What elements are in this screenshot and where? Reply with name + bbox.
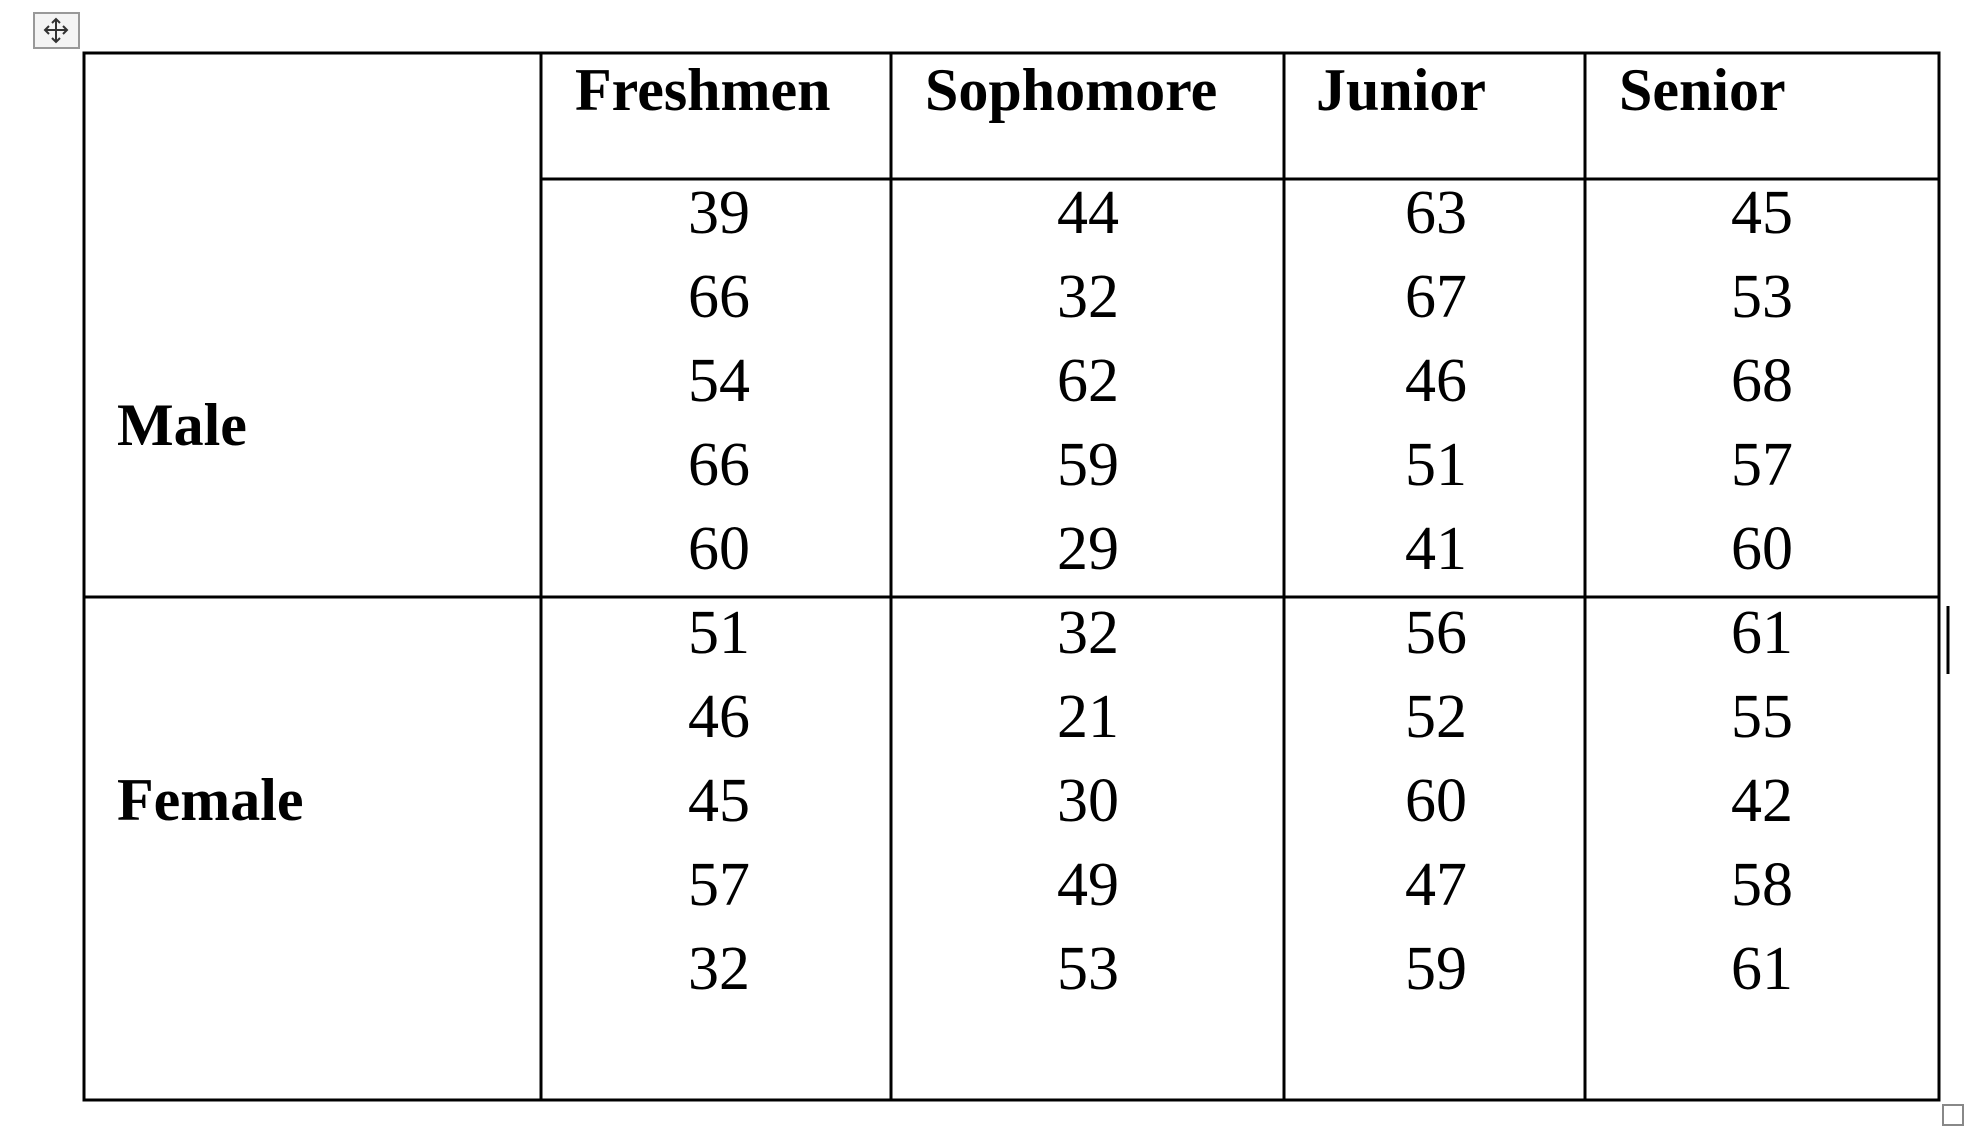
cell-value: 39 — [688, 179, 750, 247]
cell-value: 63 — [1405, 179, 1467, 247]
cell-value: 21 — [1057, 683, 1119, 751]
resize-handle[interactable] — [1942, 1104, 1964, 1126]
cell-value: 45 — [688, 767, 750, 835]
cell-value: 47 — [1405, 851, 1467, 919]
cell-value: 66 — [688, 431, 750, 499]
cell-value: 60 — [1405, 767, 1467, 835]
cell-value: 58 — [1731, 851, 1793, 919]
cell-value: 54 — [688, 347, 750, 415]
group-label: Male — [117, 392, 247, 458]
cell-value: 53 — [1731, 263, 1793, 331]
table-borders — [82, 51, 1941, 1102]
cell-value: 59 — [1057, 431, 1119, 499]
column-header: Freshmen — [575, 57, 831, 123]
cell-value: 59 — [1405, 935, 1467, 1003]
cell-value: 29 — [1057, 515, 1119, 583]
cell-value: 46 — [688, 683, 750, 751]
cell-value: 55 — [1731, 683, 1793, 751]
cell-value: 32 — [688, 935, 750, 1003]
cell-value: 61 — [1731, 935, 1793, 1003]
cell-value: 44 — [1057, 179, 1119, 247]
column-header: Sophomore — [925, 57, 1217, 123]
cell-value: 62 — [1057, 347, 1119, 415]
cell-value: 66 — [688, 263, 750, 331]
cell-value: 42 — [1731, 767, 1793, 835]
column-header: Junior — [1316, 57, 1486, 123]
cell-value: 57 — [1731, 431, 1793, 499]
cell-value: 30 — [1057, 767, 1119, 835]
cell-value: 51 — [688, 599, 750, 667]
cell-value: 61 — [1731, 599, 1793, 667]
cell-value: 60 — [1731, 515, 1793, 583]
cell-value: 45 — [1731, 179, 1793, 247]
cell-value: 49 — [1057, 851, 1119, 919]
cell-value: 57 — [688, 851, 750, 919]
cell-value: 60 — [688, 515, 750, 583]
cell-value: 56 — [1405, 599, 1467, 667]
cell-value: 53 — [1057, 935, 1119, 1003]
move-handle[interactable] — [33, 12, 80, 49]
cell-value: 46 — [1405, 347, 1467, 415]
group-label: Female — [117, 767, 304, 833]
cell-value: 41 — [1405, 515, 1467, 583]
column-header: Senior — [1619, 57, 1786, 123]
cell-value: 32 — [1057, 599, 1119, 667]
cell-value: 68 — [1731, 347, 1793, 415]
cell-value: 32 — [1057, 263, 1119, 331]
cell-value: 67 — [1405, 263, 1467, 331]
cell-value: 51 — [1405, 431, 1467, 499]
cell-value: 52 — [1405, 683, 1467, 751]
